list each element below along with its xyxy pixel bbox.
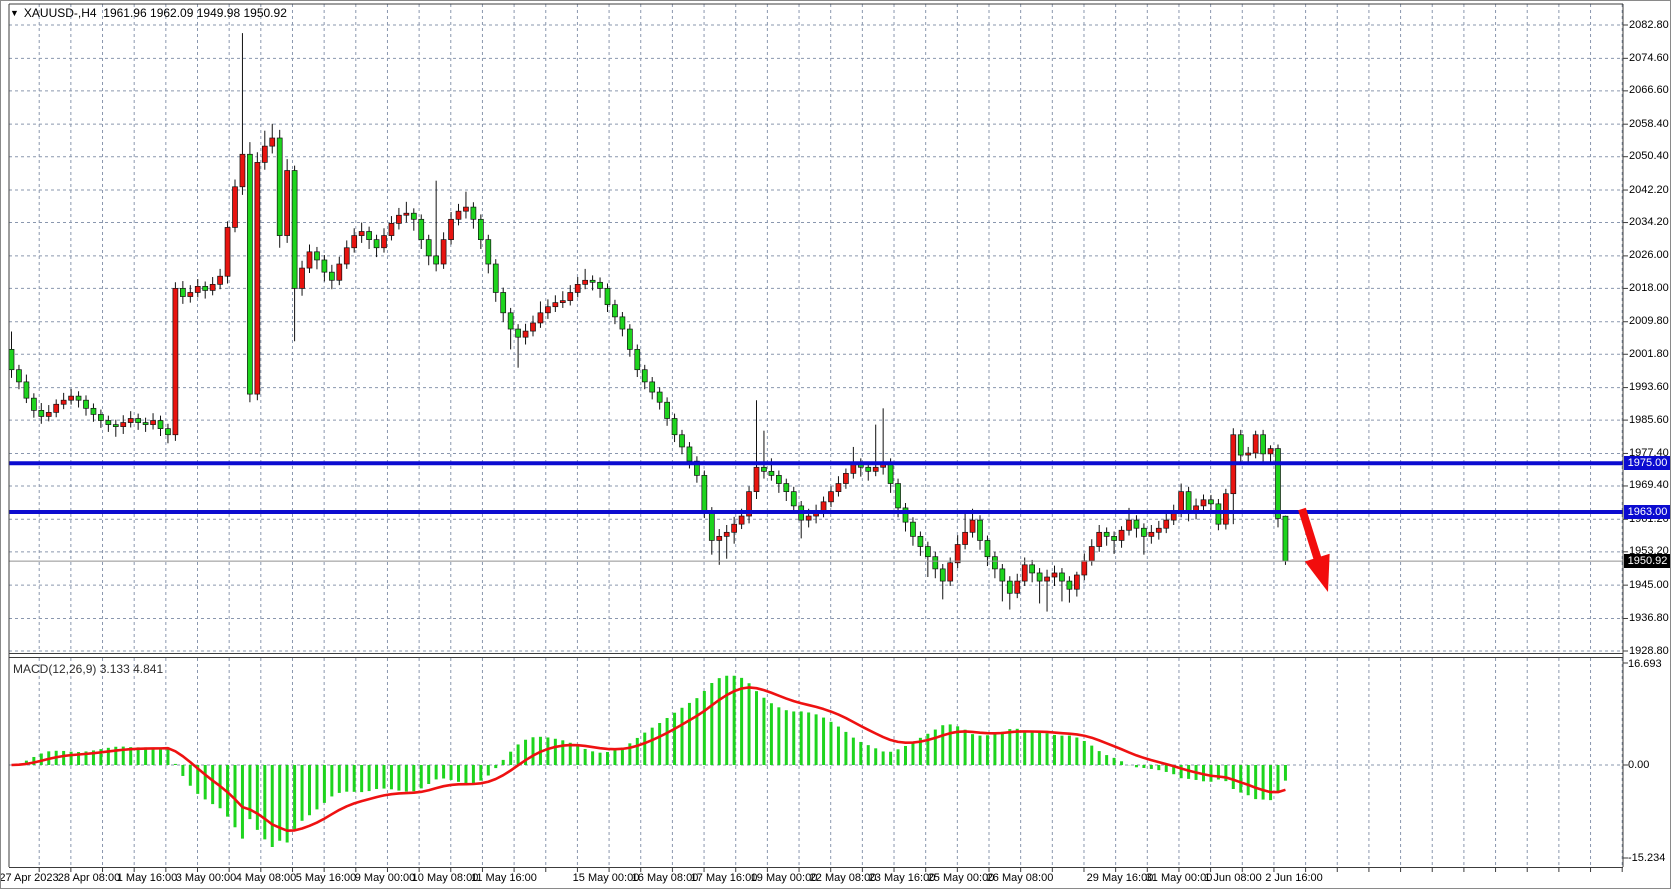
ohlc-open: 1961.96 <box>103 6 147 20</box>
down-arrow-annotation[interactable] <box>1304 553 1330 592</box>
price-tick-label: 2034.20 <box>1629 216 1669 229</box>
time-axis-label: 27 Apr 2023 <box>0 872 59 884</box>
chart-symbol: XAUUSD-,H4 <box>23 6 97 20</box>
ohlc-close: 1950.92 <box>243 6 287 20</box>
current-price-badge: 1950.92 <box>1624 554 1670 569</box>
time-axis-label: 1 May 16:00 <box>116 872 178 884</box>
price-tick-label: 2082.80 <box>1629 18 1669 31</box>
time-axis-label: 4 May 08:00 <box>235 872 297 884</box>
symbol-dropdown-icon[interactable]: ▼ <box>10 8 19 18</box>
macd-value: 3.133 <box>99 662 130 676</box>
time-axis-label: 15 May 00:00 <box>572 872 640 884</box>
time-axis-label: 3 May 00:00 <box>175 872 237 884</box>
hline-price-badge[interactable]: 1963.00 <box>1624 504 1670 519</box>
price-tick-label: 1928.80 <box>1629 644 1669 657</box>
price-tick-label: 2026.00 <box>1629 249 1669 262</box>
macd-axis-zero: 0.00 <box>1628 759 1650 771</box>
time-axis-label: 5 May 16:00 <box>295 872 357 884</box>
ohlc-high: 1962.09 <box>150 6 194 20</box>
macd-signal-value: 4.841 <box>133 662 164 676</box>
time-axis-label: 1 Jun 08:00 <box>1204 872 1262 884</box>
price-tick-label: 2066.60 <box>1629 84 1669 97</box>
time-axis-label: 29 May 16:00 <box>1086 872 1154 884</box>
price-tick-label: 1945.00 <box>1629 578 1669 591</box>
price-tick-label: 2001.80 <box>1629 347 1669 360</box>
ohlc-low: 1949.98 <box>196 6 241 20</box>
price-tick-label: 2058.40 <box>1629 117 1669 130</box>
time-axis-label: 10 May 08:00 <box>411 872 479 884</box>
price-tick-label: 2018.00 <box>1629 281 1669 294</box>
time-axis-label: 19 May 00:00 <box>750 872 818 884</box>
time-axis-label: 31 May 00:00 <box>1145 872 1213 884</box>
price-tick-label: 2042.20 <box>1629 183 1669 196</box>
price-tick-label: 2009.80 <box>1629 315 1669 328</box>
time-axis-label: 28 Apr 08:00 <box>57 872 121 884</box>
price-tick-label: 1977.40 <box>1629 446 1669 459</box>
time-axis-label: 26 May 08:00 <box>986 872 1054 884</box>
macd-axis-max: 16.693 <box>1628 658 1662 670</box>
macd-indicator-label: MACD(12,26,9) 3.133 4.841 <box>13 662 163 676</box>
chart-title: ▼ XAUUSD-,H4 1961.96 1962.09 1949.98 1950… <box>10 6 287 20</box>
time-axis-label: 16 May 08:00 <box>631 872 699 884</box>
price-tick-label: 1993.60 <box>1629 381 1669 394</box>
price-tick-label: 2074.60 <box>1629 51 1669 64</box>
price-tick-label: 2050.40 <box>1629 150 1669 163</box>
price-tick-label: 1985.60 <box>1629 413 1669 426</box>
hline-price-badge[interactable]: 1975.00 <box>1624 456 1670 471</box>
macd-axis-min: -15.234 <box>1628 852 1666 864</box>
time-axis-label: 11 May 16:00 <box>471 872 537 884</box>
price-tick-label: 1969.40 <box>1629 479 1669 492</box>
time-axis-label: 17 May 16:00 <box>690 872 758 884</box>
macd-name: MACD(12,26,9) <box>13 662 97 676</box>
time-axis-label: 25 May 00:00 <box>927 872 995 884</box>
time-axis-label: 22 May 08:00 <box>809 872 877 884</box>
time-axis-label: 23 May 16:00 <box>868 872 936 884</box>
time-axis-label: 2 Jun 16:00 <box>1265 872 1323 884</box>
time-axis-label: 9 May 00:00 <box>354 872 416 884</box>
price-tick-label: 1936.80 <box>1629 611 1669 624</box>
